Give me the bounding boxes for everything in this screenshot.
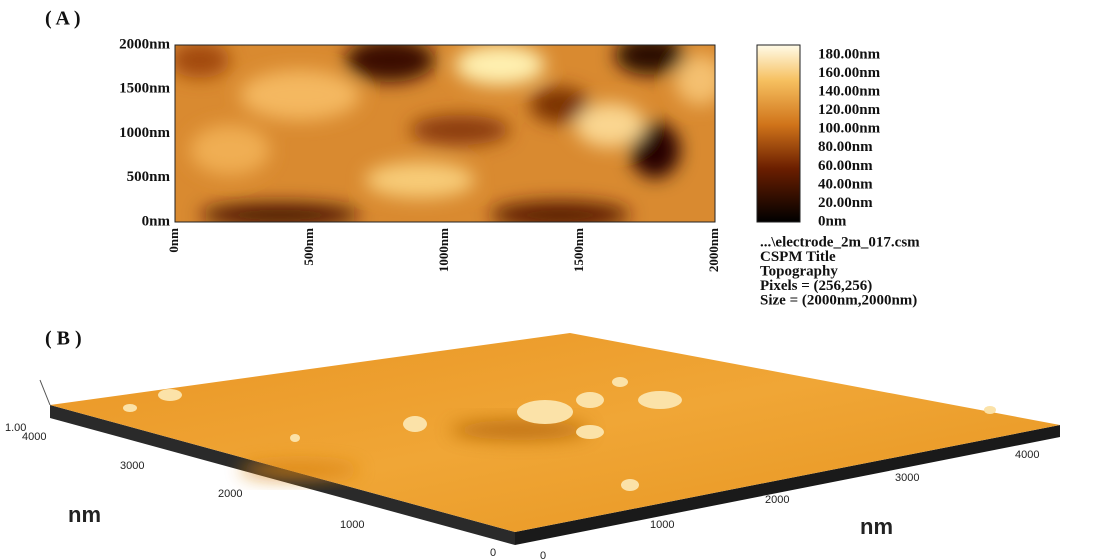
colorbar-label: 120.00nm [818, 102, 881, 118]
axis-tick-label: 1000 [340, 519, 364, 531]
axis-tick-label: 0 [490, 547, 496, 559]
axis-tick-label: 0 [540, 550, 546, 560]
axis-tick-label: 3000 [120, 460, 144, 472]
y-tick-label: 0nm [142, 213, 171, 229]
z-axis [40, 380, 50, 405]
x-tick-label: 2000nm [706, 228, 721, 272]
axis-tick-label: 2000 [765, 494, 789, 506]
colorbar [757, 45, 800, 222]
axis-unit: nm [68, 502, 101, 527]
x-tick-label: 500nm [301, 228, 316, 266]
axis-unit: nm [860, 514, 893, 539]
colorbar-label: 160.00nm [818, 65, 881, 81]
topography-map [170, 35, 725, 229]
colorbar-label: 20.00nm [818, 195, 873, 211]
file-info: Size = (2000nm,2000nm) [760, 292, 917, 308]
axis-tick-label: 4000 [22, 431, 46, 443]
figure: ( A ) ( B ) [0, 0, 1116, 560]
y-tick-label: 2000nm [119, 36, 170, 52]
axis-tick-label: 4000 [1015, 449, 1039, 461]
panel-label: ( B ) [45, 328, 82, 350]
colorbar-label: 60.00nm [818, 158, 873, 174]
colorbar-label: 140.00nm [818, 84, 881, 100]
y-tick-label: 1000nm [119, 125, 170, 141]
y-tick-label: 500nm [127, 169, 171, 185]
surface-3d [50, 333, 1060, 545]
colorbar-label: 40.00nm [818, 176, 873, 192]
axis-tick-label: 2000 [218, 488, 242, 500]
y-tick-label: 1500nm [119, 81, 170, 97]
colorbar-label: 0nm [818, 213, 847, 229]
x-tick-label: 1000nm [436, 228, 451, 272]
x-tick-label: 1500nm [571, 228, 586, 272]
panel-label: ( A ) [45, 8, 81, 30]
colorbar-label: 100.00nm [818, 121, 881, 137]
colorbar-label: 180.00nm [818, 46, 881, 62]
axis-tick-label: 3000 [895, 472, 919, 484]
axis-tick-label: 1000 [650, 519, 674, 531]
x-tick-label: 0nm [166, 228, 181, 253]
colorbar-label: 80.00nm [818, 139, 873, 155]
